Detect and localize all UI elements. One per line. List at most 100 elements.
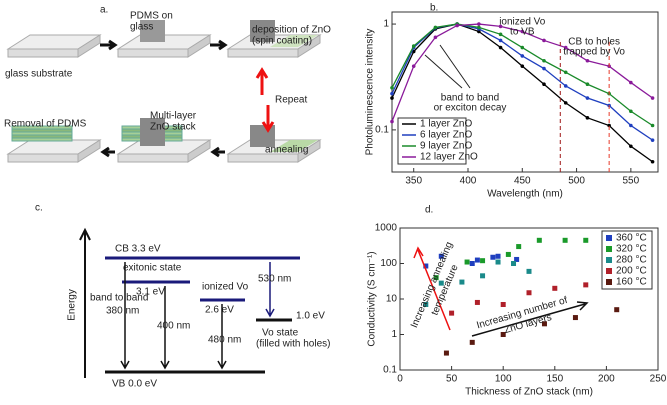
point bbox=[585, 116, 590, 120]
pdms bbox=[250, 20, 275, 42]
pdms bbox=[140, 118, 165, 146]
level-label: ionized Vo bbox=[202, 282, 249, 293]
transition-arrow bbox=[265, 262, 275, 318]
slab-side bbox=[187, 34, 211, 58]
point bbox=[585, 82, 590, 87]
level-label: exitonic state bbox=[123, 263, 182, 274]
point bbox=[500, 301, 506, 307]
y-axis-title: Photoluminescence intensity bbox=[365, 29, 376, 156]
x-tick-label: 350 bbox=[405, 176, 422, 187]
point bbox=[520, 64, 525, 68]
annotation: ionized Vo bbox=[499, 17, 546, 28]
point bbox=[495, 259, 501, 265]
point bbox=[464, 259, 470, 265]
legend-label: 200 °C bbox=[616, 266, 647, 277]
y-tick-label: 10 bbox=[386, 294, 398, 305]
legend-label: 12 layer ZnO bbox=[420, 152, 478, 163]
energy-axis bbox=[79, 227, 91, 378]
transition-arrow bbox=[120, 262, 130, 370]
y-tick-label: 0.1 bbox=[383, 365, 397, 376]
zno-layer bbox=[11, 125, 73, 130]
point bbox=[490, 254, 496, 260]
point bbox=[474, 299, 480, 305]
step-label: deposition of ZnO bbox=[252, 25, 331, 36]
step-label: PDMS on bbox=[130, 11, 173, 22]
level-label: VB 0.0 eV bbox=[112, 379, 157, 390]
point bbox=[390, 91, 394, 96]
point bbox=[562, 237, 568, 243]
repeat-label: Repeat bbox=[275, 95, 307, 106]
transition-label: 380 nm bbox=[106, 306, 139, 317]
point bbox=[423, 263, 429, 269]
repeat-arrow bbox=[261, 105, 275, 133]
slab-front bbox=[117, 153, 189, 163]
point bbox=[542, 66, 546, 71]
point bbox=[583, 282, 589, 288]
point bbox=[511, 261, 517, 266]
x-tick-label: 500 bbox=[568, 176, 585, 187]
annotation-arrow bbox=[424, 44, 471, 89]
level-label: (filled with holes) bbox=[256, 339, 330, 350]
zno-film bbox=[270, 35, 318, 47]
arrow bbox=[100, 39, 118, 51]
x-tick-label: 50 bbox=[446, 374, 458, 385]
arrow bbox=[210, 39, 228, 51]
point bbox=[542, 58, 546, 63]
step-label: glass substrate bbox=[5, 69, 73, 80]
point bbox=[480, 258, 486, 264]
annotation: to VB bbox=[510, 27, 535, 38]
point bbox=[607, 123, 611, 128]
point bbox=[514, 256, 520, 262]
point bbox=[498, 32, 503, 37]
x-tick-label: 100 bbox=[495, 374, 512, 385]
transition-label: 530 nm bbox=[258, 274, 291, 285]
point bbox=[526, 290, 532, 296]
point bbox=[629, 80, 633, 85]
point bbox=[449, 310, 455, 316]
point bbox=[438, 253, 444, 259]
x-tick-label: 400 bbox=[460, 176, 477, 187]
slab-front bbox=[7, 153, 79, 163]
x-tick-label: 150 bbox=[546, 374, 563, 385]
x-tick-label: 450 bbox=[514, 176, 531, 187]
y-tick-label: 1 bbox=[383, 19, 389, 30]
point bbox=[629, 123, 633, 128]
point bbox=[585, 58, 590, 63]
slab-front bbox=[7, 48, 79, 58]
annotation-arrow bbox=[413, 246, 451, 331]
annotation: or exciton decay bbox=[434, 103, 507, 114]
point bbox=[650, 96, 655, 100]
point bbox=[498, 24, 503, 29]
point bbox=[563, 45, 568, 50]
legend-label: 360 °C bbox=[616, 233, 647, 244]
point bbox=[433, 25, 438, 30]
annotation-arrow bbox=[471, 301, 589, 337]
legend-label: 1 layer ZnO bbox=[420, 119, 472, 130]
point bbox=[563, 70, 568, 75]
level-label: 1.0 eV bbox=[296, 311, 325, 322]
point bbox=[563, 101, 568, 105]
legend-swatch bbox=[606, 246, 612, 252]
point bbox=[650, 138, 655, 142]
slab-front bbox=[117, 48, 189, 58]
point bbox=[498, 45, 503, 50]
point bbox=[650, 123, 655, 128]
x-axis-title: Thickness of ZnO stack (nm) bbox=[465, 387, 593, 398]
slab-front bbox=[227, 48, 299, 58]
point bbox=[477, 22, 481, 26]
point bbox=[526, 268, 532, 274]
point bbox=[614, 307, 620, 313]
legend-label: 280 °C bbox=[616, 255, 647, 266]
y-tick-label: 1 bbox=[391, 329, 397, 340]
point bbox=[495, 253, 501, 259]
point bbox=[542, 82, 546, 87]
x-axis-title: Wavelength (nm) bbox=[487, 189, 563, 200]
point bbox=[520, 45, 525, 50]
x-tick-label: 200 bbox=[598, 374, 615, 385]
axis-title: Energy bbox=[67, 289, 78, 321]
point bbox=[498, 38, 503, 43]
point bbox=[469, 261, 475, 266]
point bbox=[572, 315, 578, 321]
point bbox=[500, 332, 506, 337]
